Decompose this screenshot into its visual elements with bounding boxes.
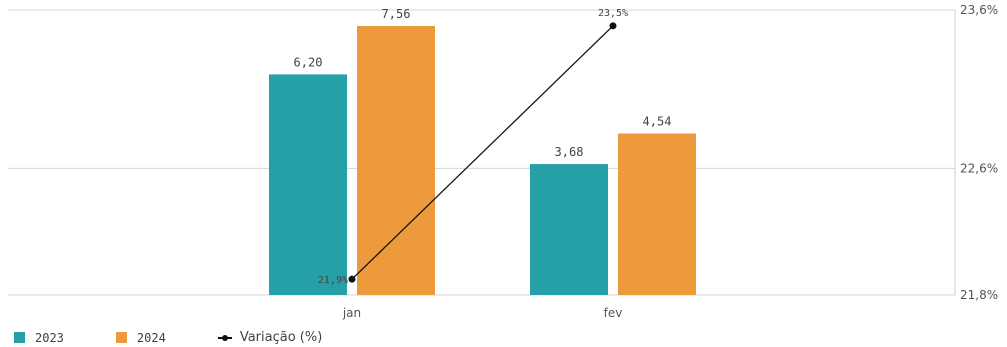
chart-canvas: 21,8% 22,6% 23,6% 6,20 7,56 jan 3,68 4,54 fev 21,… bbox=[8, 3, 998, 320]
legend-label-2023: 2023 bbox=[35, 330, 64, 345]
line-point-label: 23,5% bbox=[598, 8, 628, 19]
legend-line-icon bbox=[217, 334, 232, 341]
legend-label-variacao: Variação (%) bbox=[239, 330, 323, 345]
bar-2023-fev bbox=[530, 164, 608, 295]
line-point-jan bbox=[348, 275, 356, 283]
bar-value-label: 6,20 bbox=[294, 55, 323, 69]
right-axis-tick-label: 22,6% bbox=[960, 161, 998, 175]
bar-2024-fev bbox=[618, 133, 696, 295]
line-point-label: 21,9% bbox=[318, 275, 348, 286]
right-axis-tick-label: 23,6% bbox=[960, 3, 998, 17]
bar-value-label: 7,56 bbox=[382, 7, 411, 21]
x-tick-label-jan: jan bbox=[342, 306, 361, 320]
legend-swatch-2023 bbox=[14, 332, 25, 343]
bar-2023-jan bbox=[269, 74, 347, 295]
bar-value-label: 4,54 bbox=[643, 114, 672, 128]
bar-2024-jan bbox=[357, 26, 435, 295]
line-point-fev bbox=[609, 22, 617, 30]
legend-label-2024: 2024 bbox=[136, 330, 166, 345]
legend: 2023 2024 Variação (%) bbox=[14, 330, 374, 345]
right-axis-tick-label: 21,8% bbox=[960, 288, 998, 302]
legend-item-variacao[interactable]: Variação (%) bbox=[217, 330, 323, 345]
legend-item-2023[interactable]: 2023 bbox=[14, 331, 64, 345]
legend-swatch-2024 bbox=[115, 332, 127, 343]
x-tick-label-fev: fev bbox=[604, 306, 623, 320]
line-variacao bbox=[351, 25, 614, 280]
legend-item-2024[interactable]: 2024 bbox=[115, 330, 166, 345]
bar-value-label: 3,68 bbox=[555, 145, 584, 159]
